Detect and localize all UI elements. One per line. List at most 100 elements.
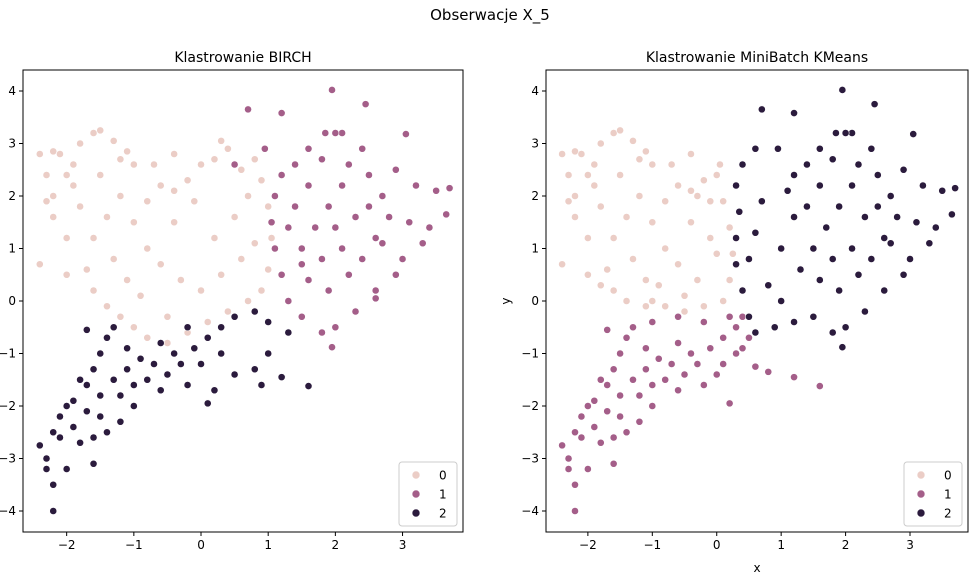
data-point (170, 349, 179, 358)
data-point (931, 223, 940, 232)
data-point (197, 286, 205, 295)
data-point (867, 144, 876, 153)
data-point (616, 412, 624, 421)
data-point (284, 328, 293, 337)
data-point (674, 386, 682, 395)
data-point (609, 286, 618, 295)
data-point (76, 375, 84, 384)
x-axis-label: x (753, 561, 760, 575)
data-point (361, 100, 370, 109)
data-point (398, 255, 407, 263)
data-point (648, 402, 657, 410)
y-tick-label: 0 (531, 294, 539, 308)
x-tick-label: 0 (197, 538, 205, 552)
data-point (648, 318, 657, 326)
series-1 (558, 312, 824, 515)
data-point (150, 360, 158, 368)
data-point (693, 192, 702, 200)
data-point (412, 181, 420, 190)
data-point (951, 184, 960, 193)
data-point (76, 438, 84, 447)
data-point (150, 160, 158, 169)
y-tick-label: 4 (8, 84, 16, 98)
data-point (609, 459, 618, 468)
y-tick-label: 4 (531, 84, 539, 98)
data-point (230, 370, 239, 379)
data-point (719, 360, 728, 368)
data-point (770, 323, 779, 332)
data-point (815, 144, 824, 153)
legend-marker-2 (916, 508, 926, 518)
data-point (170, 186, 179, 195)
data-point (230, 312, 239, 321)
data-point (873, 171, 882, 179)
chart-panel-1: −2 −1 0 1 2 3 −4 −3 −2 −1 0 1 2 3 4 Klastrowanie MiniBa… (499, 50, 969, 575)
y-tick-label: 1 (8, 242, 16, 256)
data-point (264, 318, 273, 326)
data-point (163, 339, 172, 347)
data-point (886, 239, 895, 248)
data-point (217, 270, 226, 279)
data-point (828, 255, 837, 263)
data-point (284, 223, 293, 232)
legend-marker-0 (916, 470, 926, 480)
data-point (405, 218, 414, 227)
data-point (635, 155, 644, 164)
data-point (706, 197, 715, 206)
data-point (156, 181, 165, 190)
x-tick-label: −1 (643, 538, 661, 552)
data-point (324, 202, 333, 211)
data-point (641, 344, 650, 353)
data-point (854, 160, 863, 169)
data-point (661, 375, 670, 384)
data-point (197, 160, 205, 169)
data-point (42, 197, 51, 206)
data-point (622, 428, 631, 437)
series-1 (230, 86, 454, 352)
data-point (116, 417, 125, 426)
data-point (103, 333, 111, 342)
chart-panel-0: −2 −1 0 1 2 3 −4 −3 −2 −1 0 1 2 3 4 Klastrowanie BIRCH 0… (0, 50, 464, 552)
data-point (103, 428, 111, 437)
data-point (351, 213, 360, 221)
data-point (331, 129, 340, 137)
data-point (69, 181, 78, 190)
data-point (886, 192, 895, 200)
data-point (385, 213, 394, 221)
data-point (583, 234, 592, 242)
legend-marker-1 (411, 489, 421, 499)
data-point (35, 150, 44, 158)
data-point (564, 171, 573, 179)
data-point (109, 375, 118, 384)
chart-title: Klastrowanie MiniBatch KMeans (646, 50, 868, 66)
data-point (609, 433, 618, 442)
data-point (378, 192, 387, 200)
data-point (291, 202, 299, 211)
data-point (217, 349, 226, 358)
data-point (699, 302, 708, 311)
data-point (89, 365, 98, 374)
data-point (42, 465, 51, 473)
data-point (893, 213, 902, 221)
data-point (629, 323, 637, 332)
data-point (129, 323, 138, 332)
data-point (616, 171, 624, 179)
data-point (661, 197, 670, 206)
data-point (616, 349, 624, 358)
legend-label-2: 2 (439, 507, 447, 521)
data-point (103, 302, 111, 311)
data-point (815, 276, 824, 284)
data-point (250, 155, 259, 164)
data-point (571, 480, 579, 489)
data-point (267, 218, 276, 227)
data-point (641, 276, 650, 284)
data-point (732, 234, 740, 242)
data-point (732, 349, 740, 358)
data-point (603, 265, 612, 274)
data-point (237, 255, 246, 263)
data-point (328, 343, 336, 352)
legend-marker-0 (411, 470, 421, 480)
y-tick-label: −3 (521, 452, 539, 466)
data-point (432, 186, 441, 195)
